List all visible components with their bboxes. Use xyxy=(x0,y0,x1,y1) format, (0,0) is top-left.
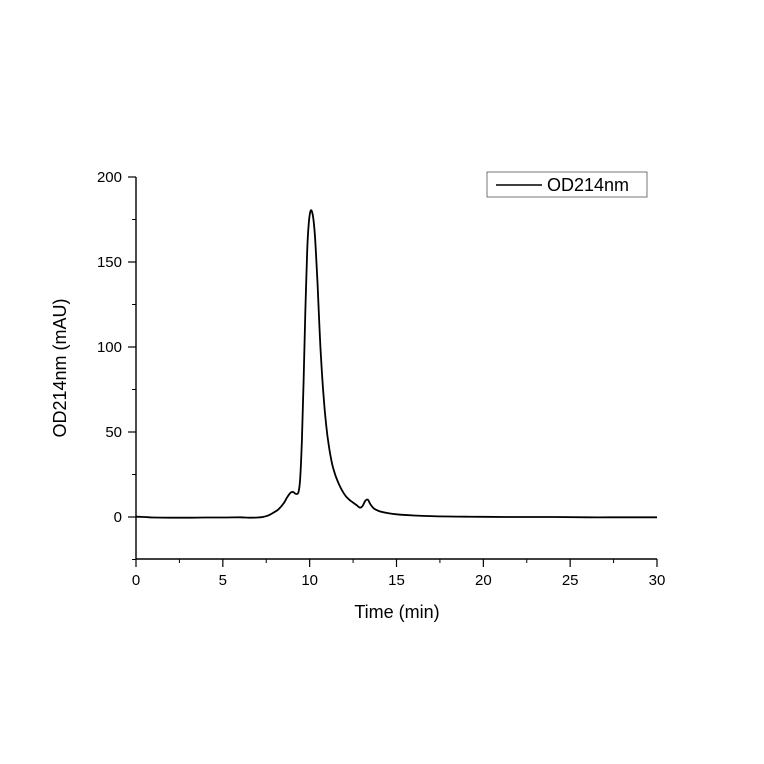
x-tick-label: 30 xyxy=(649,572,666,589)
y-tick-label: 100 xyxy=(97,339,122,356)
x-tick-label: 25 xyxy=(562,572,579,589)
y-tick-label: 200 xyxy=(97,169,122,186)
od214nm-trace xyxy=(135,209,657,519)
plot-area xyxy=(135,209,657,519)
y-tick-label: 0 xyxy=(114,509,122,526)
x-tick-label: 20 xyxy=(475,572,492,589)
axes: 0 50 100 150 200 0 5 10 15 20 25 30 xyxy=(97,169,665,589)
y-ticks: 0 50 100 150 200 xyxy=(97,169,136,560)
y-axis-title: OD214nm (mAU) xyxy=(50,298,70,437)
legend-label: OD214nm xyxy=(547,175,629,195)
x-ticks: 0 5 10 15 20 25 30 xyxy=(132,559,666,589)
y-tick-label: 50 xyxy=(105,424,122,441)
x-tick-label: 5 xyxy=(219,572,227,589)
legend: OD214nm xyxy=(486,171,648,198)
x-tick-label: 0 xyxy=(132,572,140,589)
x-axis-title: Time (min) xyxy=(354,602,439,622)
y-tick-label: 150 xyxy=(97,254,122,271)
x-tick-label: 10 xyxy=(301,572,318,589)
x-tick-label: 15 xyxy=(388,572,405,589)
